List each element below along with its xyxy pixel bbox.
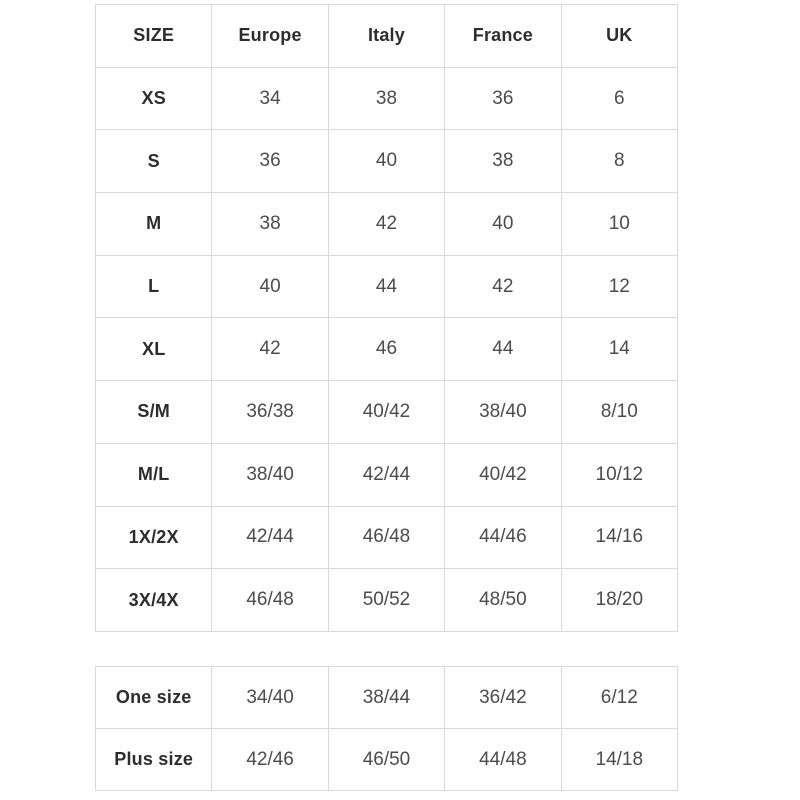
italy-value-cell: 46/50 — [327, 728, 446, 791]
header-row: SIZE Europe Italy France UK — [94, 4, 679, 68]
size-table-header: SIZE Europe Italy France UK — [94, 4, 679, 68]
uk-value-cell: 14/16 — [560, 505, 679, 570]
italy-value-cell: 38/44 — [327, 666, 446, 729]
italy-value-cell: 40 — [327, 129, 446, 194]
europe-value-cell: 36 — [211, 129, 329, 194]
uk-value-cell: 8 — [560, 129, 679, 194]
column-header-europe: Europe — [211, 4, 329, 68]
table-row-one-size: One size 34/40 38/44 36/42 6/12 — [94, 666, 679, 729]
table-row-ml: M/L 38/40 42/44 40/42 10/12 — [94, 442, 679, 507]
italy-value-cell: 40/42 — [327, 380, 446, 444]
france-value-cell: 40/42 — [444, 442, 562, 507]
size-label-cell: Plus size — [94, 728, 213, 791]
europe-value-cell: 34/40 — [211, 666, 329, 729]
europe-value-cell: 36/38 — [211, 380, 329, 444]
uk-value-cell: 14 — [560, 317, 679, 382]
france-value-cell: 38/40 — [444, 380, 562, 444]
uk-value-cell: 6/12 — [560, 666, 679, 729]
table-row-1x2x: 1X/2X 42/44 46/48 44/46 14/16 — [94, 505, 679, 570]
column-header-italy: Italy — [327, 4, 446, 68]
europe-value-cell: 42 — [211, 317, 329, 382]
size-label-cell: XL — [94, 317, 213, 382]
uk-value-cell: 8/10 — [560, 380, 679, 444]
size-label-cell: M/L — [94, 442, 213, 507]
table-row-plus-size: Plus size 42/46 46/50 44/48 14/18 — [94, 728, 679, 791]
special-size-table-body: One size 34/40 38/44 36/42 6/12 Plus siz… — [94, 666, 679, 791]
italy-value-cell: 50/52 — [327, 568, 446, 632]
italy-value-cell: 38 — [327, 66, 446, 131]
france-value-cell: 48/50 — [444, 568, 562, 632]
italy-value-cell: 46 — [327, 317, 446, 382]
size-label-cell: L — [94, 254, 213, 319]
table-row-m: M 38 42 40 10 — [94, 192, 679, 256]
uk-value-cell: 10/12 — [560, 442, 679, 507]
uk-value-cell: 10 — [560, 192, 679, 256]
table-row-3x4x: 3X/4X 46/48 50/52 48/50 18/20 — [94, 568, 679, 632]
france-value-cell: 44 — [444, 317, 562, 382]
france-value-cell: 44/46 — [444, 505, 562, 570]
uk-value-cell: 18/20 — [560, 568, 679, 632]
table-row-xl: XL 42 46 44 14 — [94, 317, 679, 382]
size-conversion-table: SIZE Europe Italy France UK XS 34 38 36 … — [94, 4, 679, 632]
uk-value-cell: 14/18 — [560, 728, 679, 791]
size-label-cell: M — [94, 192, 213, 256]
europe-value-cell: 38/40 — [211, 442, 329, 507]
italy-value-cell: 44 — [327, 254, 446, 319]
uk-value-cell: 6 — [560, 66, 679, 131]
table-row-xs: XS 34 38 36 6 — [94, 66, 679, 131]
europe-value-cell: 40 — [211, 254, 329, 319]
france-value-cell: 44/48 — [444, 728, 562, 791]
france-value-cell: 36/42 — [444, 666, 562, 729]
europe-value-cell: 46/48 — [211, 568, 329, 632]
europe-value-cell: 34 — [211, 66, 329, 131]
size-label-cell: One size — [94, 666, 213, 729]
column-header-uk: UK — [560, 4, 679, 68]
special-size-table: One size 34/40 38/44 36/42 6/12 Plus siz… — [94, 666, 679, 791]
italy-value-cell: 46/48 — [327, 505, 446, 570]
france-value-cell: 36 — [444, 66, 562, 131]
italy-value-cell: 42/44 — [327, 442, 446, 507]
size-label-cell: XS — [94, 66, 213, 131]
europe-value-cell: 42/46 — [211, 728, 329, 791]
size-label-cell: S — [94, 129, 213, 194]
column-header-france: France — [444, 4, 562, 68]
table-row-l: L 40 44 42 12 — [94, 254, 679, 319]
size-table-body: XS 34 38 36 6 S 36 40 38 8 M 38 42 40 10 — [94, 66, 679, 632]
table-row-s: S 36 40 38 8 — [94, 129, 679, 194]
france-value-cell: 42 — [444, 254, 562, 319]
france-value-cell: 38 — [444, 129, 562, 194]
europe-value-cell: 38 — [211, 192, 329, 256]
size-label-cell: 3X/4X — [94, 568, 213, 632]
size-label-cell: 1X/2X — [94, 505, 213, 570]
size-label-cell: S/M — [94, 380, 213, 444]
uk-value-cell: 12 — [560, 254, 679, 319]
europe-value-cell: 42/44 — [211, 505, 329, 570]
italy-value-cell: 42 — [327, 192, 446, 256]
column-header-size: SIZE — [94, 4, 213, 68]
table-row-sm: S/M 36/38 40/42 38/40 8/10 — [94, 380, 679, 444]
france-value-cell: 40 — [444, 192, 562, 256]
